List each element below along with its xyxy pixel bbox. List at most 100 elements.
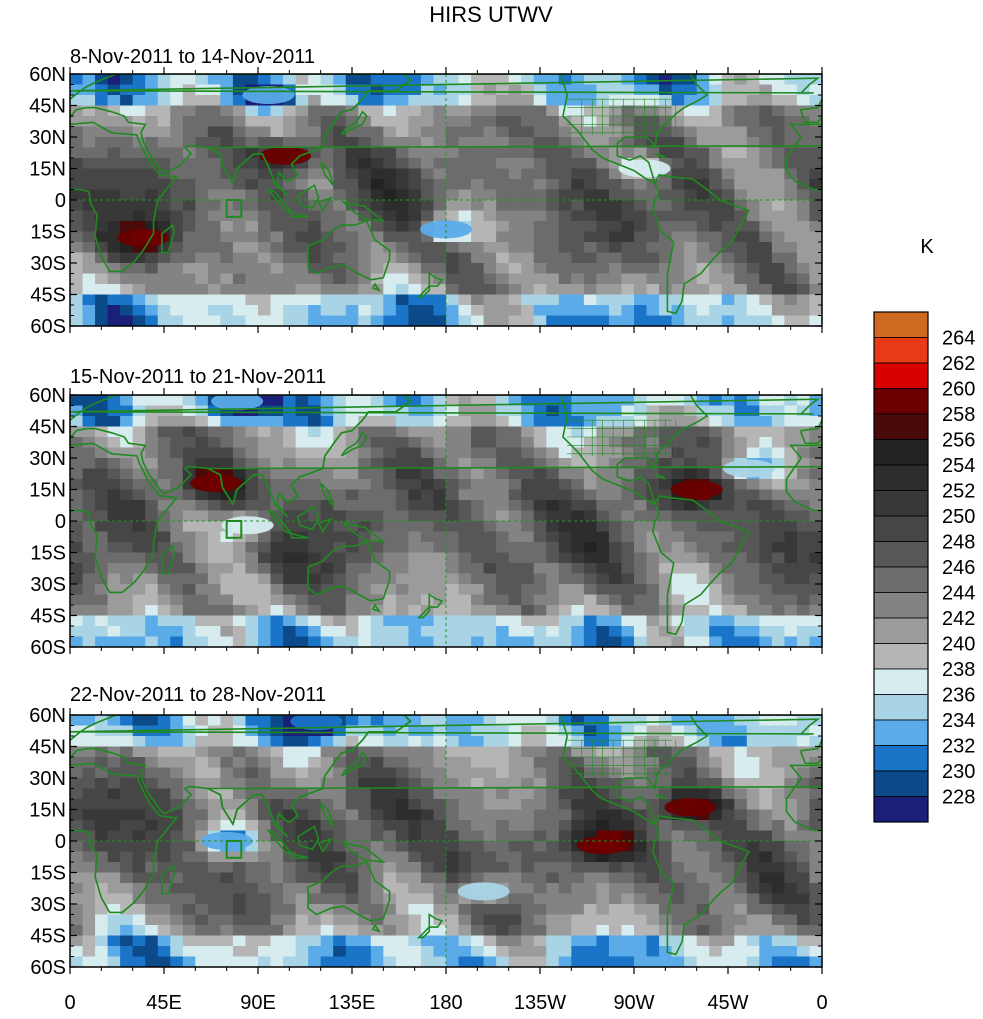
field-cell [320, 809, 334, 821]
field-cell [546, 584, 560, 596]
colorbar-swatch [873, 515, 929, 542]
field-cell [608, 231, 623, 243]
field-cell [345, 405, 359, 417]
field-cell [558, 615, 572, 627]
field-cell [471, 284, 485, 296]
field-cell [784, 715, 798, 727]
field-cell [696, 778, 710, 790]
field-cell [95, 426, 109, 438]
field-cell [446, 841, 460, 853]
field-cell [746, 294, 760, 306]
field-cell [533, 736, 547, 748]
field-cell [107, 179, 121, 191]
field-cell [120, 468, 134, 480]
field-cell [571, 500, 585, 512]
field-cell [195, 405, 209, 417]
field-cell [734, 594, 748, 606]
field-cell [583, 552, 597, 564]
field-cell [659, 626, 673, 638]
field-cell [809, 820, 822, 832]
field-cell [270, 116, 284, 128]
field-cell [258, 615, 272, 627]
field-cell [709, 531, 723, 543]
field-cell [132, 305, 146, 317]
field-cell [771, 189, 785, 201]
field-cell [608, 305, 623, 317]
field-cell [759, 778, 773, 790]
field-cell [471, 799, 485, 811]
field-cell [132, 74, 146, 86]
field-cell [671, 893, 685, 905]
field-cell [283, 925, 297, 937]
field-cell [496, 904, 510, 916]
field-cell [571, 746, 585, 758]
field-cell [82, 147, 96, 159]
field-cell [621, 479, 635, 491]
field-cell [258, 594, 272, 606]
field-cell [709, 615, 723, 627]
field-cell [759, 725, 773, 737]
field-cell [320, 189, 334, 201]
field-cell [207, 116, 221, 128]
field-cell [120, 105, 134, 117]
field-cell [496, 872, 510, 884]
field-cell [370, 294, 384, 306]
field-cell [283, 626, 297, 638]
field-cell [220, 252, 234, 264]
field-cell [771, 147, 785, 159]
field-cell [784, 563, 798, 575]
field-cell [583, 946, 597, 958]
field-cell [232, 252, 247, 264]
field-cell [420, 315, 435, 326]
field-cell [320, 851, 334, 863]
field-cell [320, 284, 334, 296]
field-cell [120, 168, 134, 180]
field-cell [120, 872, 134, 884]
field-cell [721, 531, 735, 543]
field-cell [784, 542, 798, 554]
field-cell [809, 231, 822, 243]
field-cell [796, 872, 811, 884]
field-cell [95, 626, 109, 638]
field-cell [182, 820, 196, 832]
field-cell [433, 615, 447, 627]
field-cell [157, 305, 171, 317]
field-cell [395, 626, 409, 638]
field-cell [746, 799, 760, 811]
field-cell [621, 273, 635, 285]
field-cell [458, 200, 472, 212]
field-cell [608, 872, 623, 884]
field-cell [646, 904, 660, 916]
dry-anomaly [722, 459, 775, 478]
field-cell [571, 594, 585, 606]
field-cell [558, 468, 572, 480]
field-cell [508, 841, 522, 853]
field-cell [395, 914, 409, 926]
field-cell [258, 893, 272, 905]
field-cell [408, 305, 422, 317]
field-cell [621, 221, 635, 233]
field-cell [809, 956, 822, 967]
field-cell [496, 468, 510, 480]
field-cell [709, 252, 723, 264]
field-cell [95, 147, 109, 159]
field-cell [408, 95, 422, 107]
field-cell [383, 778, 397, 790]
field-cell [395, 841, 409, 853]
field-cell [508, 305, 522, 317]
field-cell [546, 458, 560, 470]
field-cell [408, 231, 422, 243]
field-cell [258, 872, 272, 884]
field-cell [395, 935, 409, 947]
field-cell [608, 273, 623, 285]
field-cell [82, 636, 96, 647]
field-cell [458, 116, 472, 128]
field-cell [107, 605, 121, 617]
coastline [371, 923, 382, 933]
field-cell [170, 935, 184, 947]
field-cell [446, 830, 460, 842]
field-cell [383, 510, 397, 522]
field-cell [420, 294, 435, 306]
field-cell [157, 273, 171, 285]
field-cell [420, 809, 435, 821]
